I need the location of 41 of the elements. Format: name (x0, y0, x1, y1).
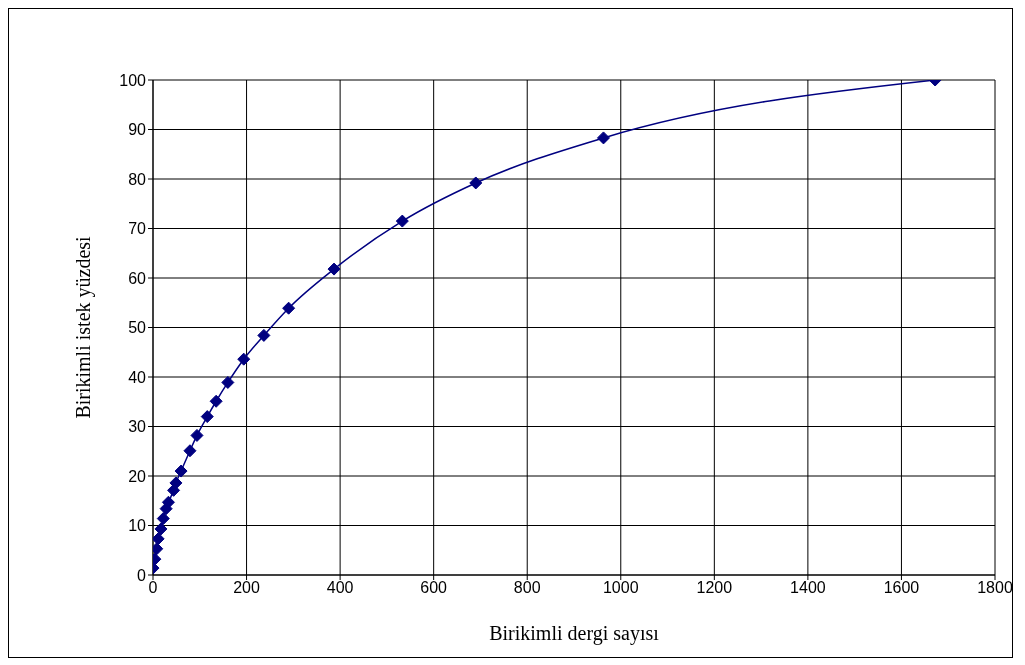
point (395, 214, 409, 228)
point (161, 495, 175, 509)
point (154, 522, 168, 536)
x-tick-label: 600 (420, 579, 448, 597)
point (257, 328, 271, 342)
y-tick-label: 100 (119, 71, 147, 89)
x-tick-label: 400 (326, 579, 354, 597)
point (200, 410, 214, 424)
point (282, 301, 296, 315)
point (156, 512, 170, 526)
point (153, 532, 165, 546)
point (469, 176, 483, 190)
point (237, 352, 251, 366)
y-tick-label: 90 (128, 121, 147, 139)
point (183, 444, 197, 458)
point (596, 131, 610, 145)
y-tick-label: 10 (128, 517, 147, 535)
point (174, 464, 188, 478)
y-tick-label: 30 (128, 418, 147, 436)
y-tick-label: 0 (137, 566, 147, 584)
point (327, 262, 341, 276)
x-tick-label: 1400 (790, 579, 826, 597)
y-axis-title: Birikimli istek yüzdesi (72, 235, 96, 419)
x-tick-label: 800 (513, 579, 541, 597)
point (169, 476, 183, 490)
x-tick-label: 1800 (977, 579, 1013, 597)
x-tick-label: 1200 (696, 579, 733, 597)
y-tick-label: 50 (128, 319, 147, 337)
x-tick-label: 200 (233, 579, 260, 597)
y-tick-label: 20 (128, 467, 147, 485)
x-axis-title: Birikimli dergi sayısı (489, 622, 660, 645)
y-tick-label: 70 (128, 220, 147, 238)
x-tick-label: 0 (148, 579, 158, 597)
y-tick-label: 60 (128, 269, 147, 287)
y-tick-label: 40 (128, 368, 147, 386)
point (190, 428, 204, 442)
point (221, 375, 235, 389)
x-tick-label: 1600 (883, 579, 920, 597)
x-tick-label: 1000 (602, 579, 639, 597)
y-tick-label: 80 (128, 170, 147, 188)
point (209, 394, 223, 408)
